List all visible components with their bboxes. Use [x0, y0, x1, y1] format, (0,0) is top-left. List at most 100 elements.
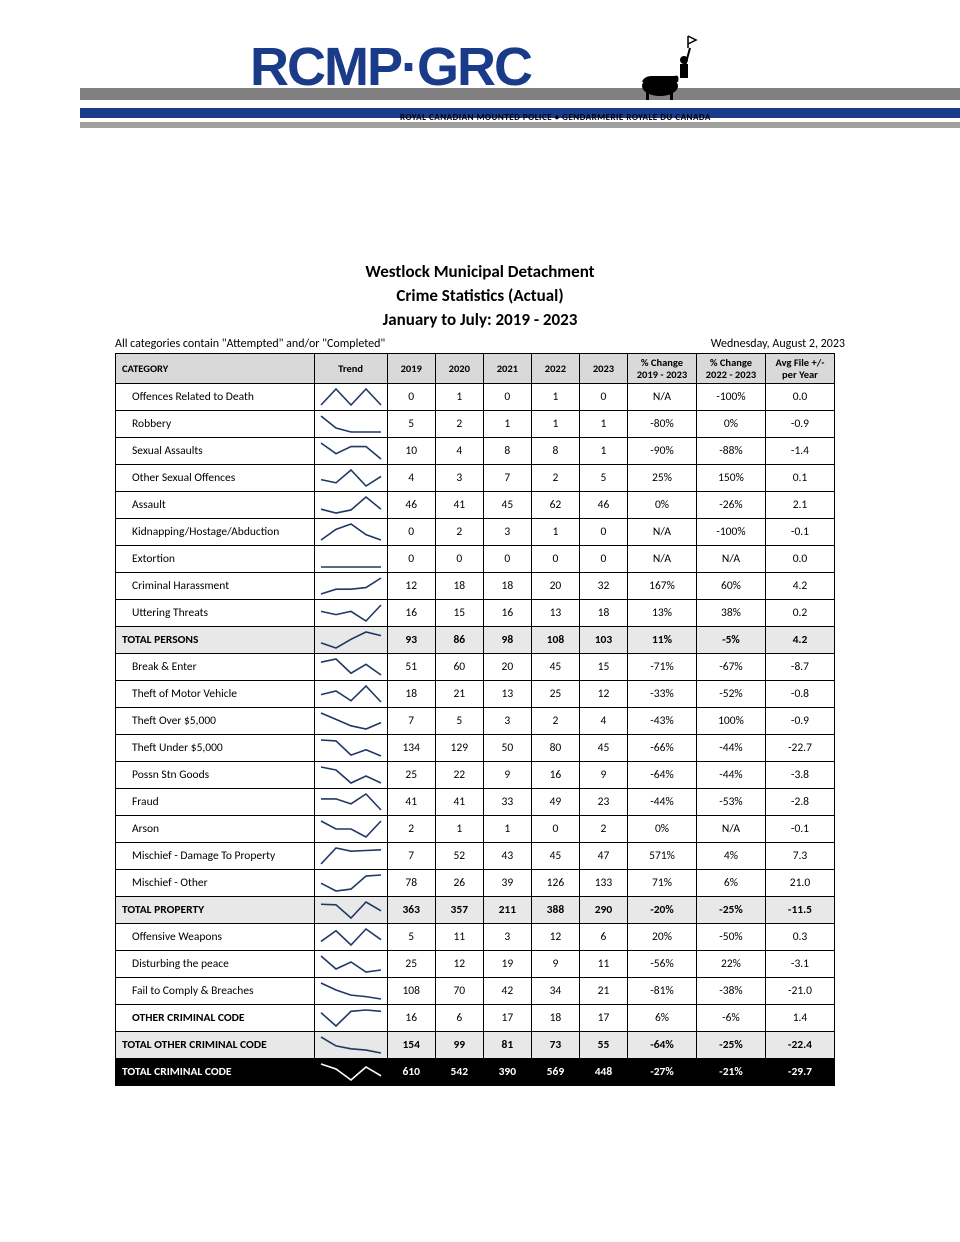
- year-value: 42: [483, 978, 531, 1005]
- pct-change: -67%: [696, 654, 765, 681]
- pct-change: 60%: [696, 573, 765, 600]
- year-value: 11: [579, 951, 627, 978]
- pct-change: -6%: [696, 1005, 765, 1032]
- pct-change: 150%: [696, 465, 765, 492]
- year-value: 2: [387, 816, 435, 843]
- table-row: Extortion00000N/AN/A0.0: [116, 546, 835, 573]
- year-value: 93: [387, 627, 435, 654]
- trend-sparkline: [314, 1005, 387, 1032]
- category-cell: Fail to Comply & Breaches: [116, 978, 315, 1005]
- year-value: 4: [387, 465, 435, 492]
- col-header: % Change2019 - 2023: [628, 354, 697, 384]
- pct-change: -81%: [628, 978, 697, 1005]
- col-header: 2023: [579, 354, 627, 384]
- category-cell: Arson: [116, 816, 315, 843]
- pct-change: N/A: [696, 546, 765, 573]
- pct-change: 100%: [696, 708, 765, 735]
- year-value: 32: [579, 573, 627, 600]
- category-cell: Criminal Harassment: [116, 573, 315, 600]
- trend-sparkline: [314, 924, 387, 951]
- year-value: 290: [579, 897, 627, 924]
- trend-sparkline: [314, 951, 387, 978]
- pct-change: N/A: [696, 816, 765, 843]
- category-cell: Extortion: [116, 546, 315, 573]
- year-value: 3: [483, 519, 531, 546]
- table-row: Theft Over $5,00075324-43%100%-0.9: [116, 708, 835, 735]
- page: RCMP·GRC ROYAL CANADIAN MOUNTED POLICE •…: [0, 0, 960, 1242]
- category-cell: Theft of Motor Vehicle: [116, 681, 315, 708]
- title-line2: Crime Statistics (Actual): [0, 284, 960, 308]
- year-value: 15: [579, 654, 627, 681]
- avg-file: -3.8: [765, 762, 834, 789]
- year-value: 73: [531, 1032, 579, 1059]
- crime-stats-table: CATEGORYTrend20192020202120222023% Chang…: [115, 353, 835, 1086]
- year-value: 25: [531, 681, 579, 708]
- year-value: 0: [531, 816, 579, 843]
- year-value: 16: [387, 600, 435, 627]
- avg-file: -0.9: [765, 411, 834, 438]
- year-value: 0: [579, 546, 627, 573]
- year-value: 55: [579, 1032, 627, 1059]
- table-row: Mischief - Damage To Property75243454757…: [116, 843, 835, 870]
- year-value: 41: [387, 789, 435, 816]
- year-value: 9: [483, 762, 531, 789]
- year-value: 11: [435, 924, 483, 951]
- trend-sparkline: [314, 438, 387, 465]
- trend-sparkline: [314, 519, 387, 546]
- year-value: 1: [531, 519, 579, 546]
- year-value: 569: [531, 1059, 579, 1086]
- year-value: 5: [387, 924, 435, 951]
- category-cell: TOTAL OTHER CRIMINAL CODE: [116, 1032, 315, 1059]
- year-value: 78: [387, 870, 435, 897]
- avg-file: 2.1: [765, 492, 834, 519]
- pct-change: -100%: [696, 384, 765, 411]
- year-value: 103: [579, 627, 627, 654]
- year-value: 39: [483, 870, 531, 897]
- table-row: Arson211020%N/A-0.1: [116, 816, 835, 843]
- year-value: 1: [435, 384, 483, 411]
- year-value: 1: [531, 384, 579, 411]
- avg-file: -29.7: [765, 1059, 834, 1086]
- col-header: CATEGORY: [116, 354, 315, 384]
- avg-file: 4.2: [765, 573, 834, 600]
- trend-sparkline: [314, 789, 387, 816]
- year-value: 2: [531, 465, 579, 492]
- year-value: 363: [387, 897, 435, 924]
- year-value: 3: [483, 924, 531, 951]
- year-value: 13: [483, 681, 531, 708]
- trend-sparkline: [314, 870, 387, 897]
- pct-change: -64%: [628, 762, 697, 789]
- category-cell: Robbery: [116, 411, 315, 438]
- table-row: Possn Stn Goods25229169-64%-44%-3.8: [116, 762, 835, 789]
- year-value: 0: [483, 546, 531, 573]
- year-value: 19: [483, 951, 531, 978]
- year-value: 20: [483, 654, 531, 681]
- trend-sparkline: [314, 1059, 387, 1086]
- year-value: 26: [435, 870, 483, 897]
- year-value: 10: [387, 438, 435, 465]
- year-value: 15: [435, 600, 483, 627]
- table-row: Uttering Threats161516131813%38%0.2: [116, 600, 835, 627]
- pct-change: 571%: [628, 843, 697, 870]
- year-value: 46: [387, 492, 435, 519]
- year-value: 47: [579, 843, 627, 870]
- year-value: 41: [435, 789, 483, 816]
- category-cell: Theft Under $5,000: [116, 735, 315, 762]
- year-value: 25: [387, 762, 435, 789]
- trend-sparkline: [314, 411, 387, 438]
- pct-change: 6%: [696, 870, 765, 897]
- year-value: 52: [435, 843, 483, 870]
- year-value: 390: [483, 1059, 531, 1086]
- pct-change: 38%: [696, 600, 765, 627]
- category-cell: Assault: [116, 492, 315, 519]
- trend-sparkline: [314, 978, 387, 1005]
- year-value: 70: [435, 978, 483, 1005]
- year-value: 46: [579, 492, 627, 519]
- table-row: Offences Related to Death01010N/A-100%0.…: [116, 384, 835, 411]
- year-value: 3: [435, 465, 483, 492]
- category-cell: Mischief - Damage To Property: [116, 843, 315, 870]
- year-value: 3: [483, 708, 531, 735]
- table-row: TOTAL CRIMINAL CODE610542390569448-27%-2…: [116, 1059, 835, 1086]
- avg-file: 0.0: [765, 384, 834, 411]
- avg-file: 21.0: [765, 870, 834, 897]
